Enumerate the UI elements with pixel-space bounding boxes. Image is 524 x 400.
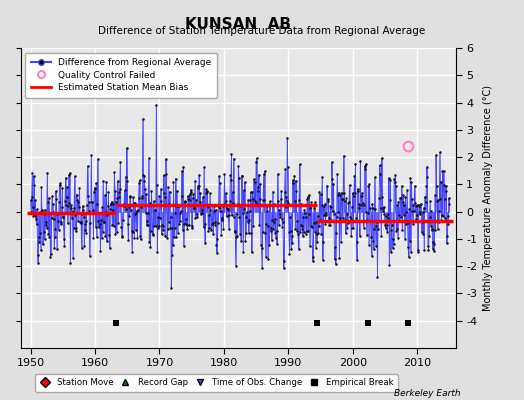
Text: Berkeley Earth: Berkeley Earth: [395, 389, 461, 398]
Legend: Station Move, Record Gap, Time of Obs. Change, Empirical Break: Station Move, Record Gap, Time of Obs. C…: [35, 374, 398, 392]
Text: Difference of Station Temperature Data from Regional Average: Difference of Station Temperature Data f…: [99, 26, 425, 36]
Y-axis label: Monthly Temperature Anomaly Difference (°C): Monthly Temperature Anomaly Difference (…: [483, 85, 493, 311]
Title: KUNSAN  AB: KUNSAN AB: [185, 16, 291, 32]
